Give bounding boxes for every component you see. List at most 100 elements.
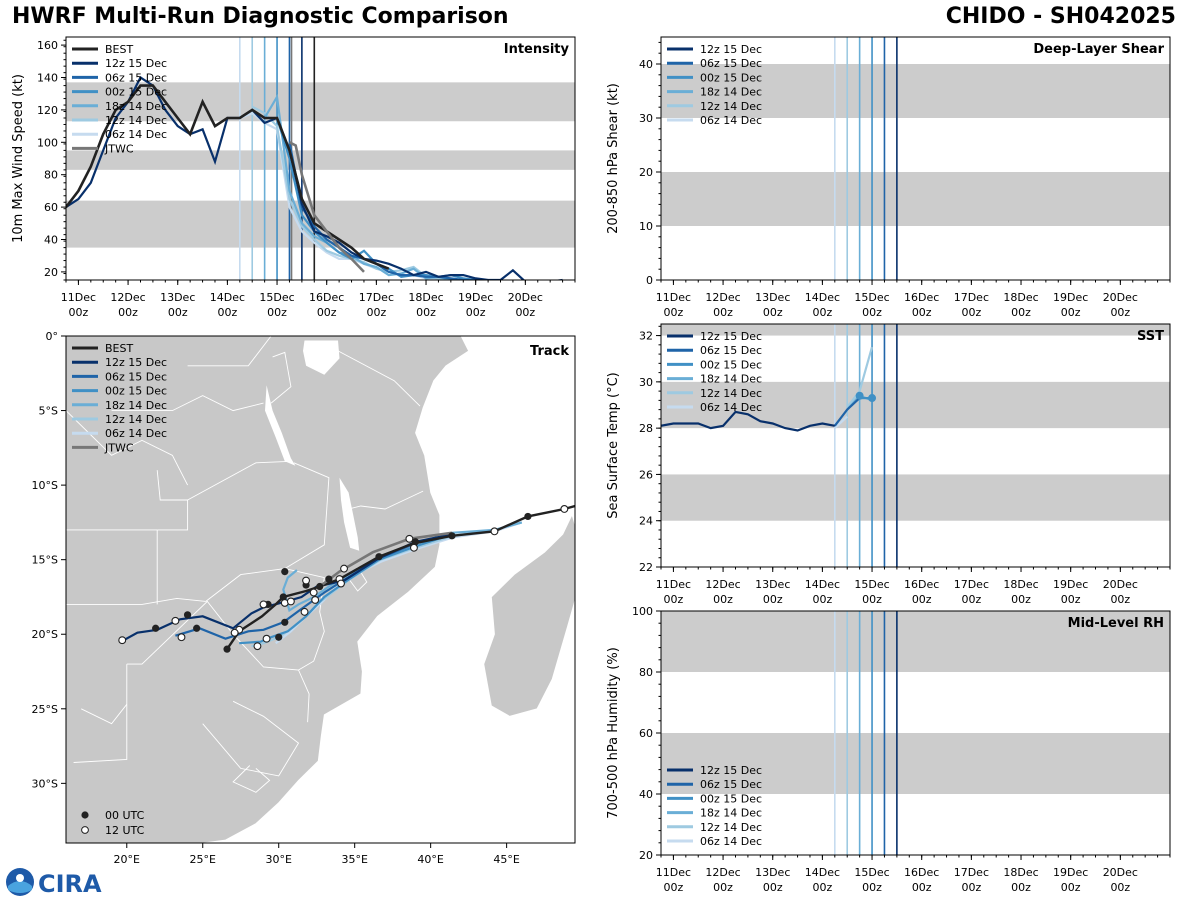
intensity-xtick-day: 11Dec bbox=[61, 291, 96, 304]
track-point-12utc bbox=[230, 628, 239, 637]
intensity-band-2 bbox=[66, 82, 575, 122]
rh-xtick-day: 15Dec bbox=[854, 866, 889, 879]
country-border-6 bbox=[348, 490, 424, 510]
country-border-2 bbox=[126, 600, 310, 723]
intensity-xtick-day: 15Dec bbox=[259, 291, 294, 304]
track-point-12utc bbox=[490, 527, 499, 536]
intensity-xtick-hour: 00z bbox=[118, 306, 138, 319]
shear-legend-label: 12z 14 Dec bbox=[700, 100, 762, 113]
sst-marker-1 bbox=[855, 391, 864, 400]
track-point-12utc bbox=[286, 597, 295, 606]
rh-xtick-day: 11Dec bbox=[656, 866, 691, 879]
shear-ytick-label: 40 bbox=[639, 58, 653, 71]
intensity-xtick-day: 18Dec bbox=[408, 291, 443, 304]
track-point-12utc bbox=[118, 636, 127, 645]
track-ytick-label: 25°S bbox=[32, 703, 58, 716]
rh-plot-area bbox=[661, 611, 1170, 855]
intensity-xtick-day: 17Dec bbox=[359, 291, 394, 304]
intensity-ytick-label: 40 bbox=[44, 234, 58, 247]
sst-xtick-hour: 00z bbox=[713, 593, 733, 606]
rh-xtick-day: 16Dec bbox=[904, 866, 939, 879]
rh-xtick-day: 17Dec bbox=[954, 866, 989, 879]
shear-xtick-day: 20Dec bbox=[1103, 291, 1138, 304]
rh-legend-label: 12z 14 Dec bbox=[700, 821, 762, 834]
sst-legend-label: 12z 14 Dec bbox=[700, 387, 762, 400]
track-xtick-label: 20°E bbox=[114, 853, 140, 866]
intensity-xtick-day: 16Dec bbox=[309, 291, 344, 304]
shear-xtick-day: 11Dec bbox=[656, 291, 691, 304]
sst-series-1 bbox=[833, 397, 861, 427]
shear-xtick-day: 15Dec bbox=[854, 291, 889, 304]
sst-panel: 22 24 26 28 30 32 11Dec 00z 12Dec 00z 13Dec 00z 14De… bbox=[606, 323, 1171, 606]
track-point-12utc bbox=[253, 642, 262, 651]
rh-xtick-hour: 00z bbox=[1061, 881, 1081, 894]
sst-xtick-day: 20Dec bbox=[1103, 578, 1138, 591]
track-point-00utc bbox=[275, 633, 283, 641]
track-ytick-label: 30°S bbox=[32, 777, 58, 790]
intensity-xtick-day: 12Dec bbox=[110, 291, 145, 304]
rh-xtick-day: 19Dec bbox=[1053, 866, 1088, 879]
rh-legend-label: 06z 15 Dec bbox=[700, 778, 762, 791]
track-legend-label: 06z 15 Dec bbox=[105, 370, 167, 383]
rh-xtick-day: 13Dec bbox=[755, 866, 790, 879]
track-legend-label: BEST bbox=[105, 342, 133, 355]
rh-xtick-hour: 00z bbox=[961, 881, 981, 894]
country-border-17 bbox=[187, 336, 272, 367]
intensity-xtick-hour: 00z bbox=[168, 306, 188, 319]
track-ytick-label: 10°S bbox=[32, 479, 58, 492]
sst-xtick-day: 18Dec bbox=[1003, 578, 1038, 591]
track-jtwc bbox=[318, 531, 453, 588]
sst-xtick-hour: 00z bbox=[664, 593, 684, 606]
track-point-12utc bbox=[311, 595, 320, 604]
shear-xtick-day: 19Dec bbox=[1053, 291, 1088, 304]
rh-legend-label: 18z 14 Dec bbox=[700, 807, 762, 820]
shear-xtick-hour: 00z bbox=[1011, 306, 1031, 319]
rh-xtick-day: 20Dec bbox=[1103, 866, 1138, 879]
intensity-ytick-label: 60 bbox=[44, 201, 58, 214]
track-xtick-label: 35°E bbox=[341, 853, 367, 866]
shear-xtick-hour: 00z bbox=[1061, 306, 1081, 319]
intensity-legend-label: 06z 14 Dec bbox=[105, 128, 167, 141]
track-point-12utc bbox=[409, 543, 418, 552]
madagascar-landmass bbox=[483, 513, 575, 717]
intensity-legend-label: 18z 14 Dec bbox=[105, 100, 167, 113]
intensity-xtick-day: 19Dec bbox=[458, 291, 493, 304]
track-point-00utc bbox=[281, 618, 289, 626]
lake-victoria bbox=[303, 340, 340, 375]
sst-xtick-hour: 00z bbox=[1110, 593, 1130, 606]
track-point-00utc bbox=[281, 568, 289, 576]
intensity-series-0 bbox=[66, 75, 563, 280]
country-border-11 bbox=[270, 351, 292, 404]
sst-xtick-day: 15Dec bbox=[854, 578, 889, 591]
rh-xtick-hour: 00z bbox=[912, 881, 932, 894]
shear-xtick-day: 14Dec bbox=[805, 291, 840, 304]
track-xtick-label: 25°E bbox=[190, 853, 216, 866]
intensity-xtick-day: 14Dec bbox=[210, 291, 245, 304]
lake-malawi bbox=[339, 477, 360, 551]
rh-ytick-label: 40 bbox=[639, 788, 653, 801]
rh-legend-label: 00z 15 Dec bbox=[700, 792, 762, 805]
shear-legend-label: 06z 14 Dec bbox=[700, 114, 762, 127]
track-point-12utc bbox=[302, 576, 311, 585]
shear-ylabel: 200-850 hPa Shear (kt) bbox=[606, 83, 621, 234]
intensity-xtick-hour: 00z bbox=[515, 306, 535, 319]
intensity-frame bbox=[65, 36, 576, 281]
track-point-12utc bbox=[309, 588, 318, 597]
rh-ytick-label: 60 bbox=[639, 727, 653, 740]
track-point-00utc bbox=[152, 624, 160, 632]
rh-band-0 bbox=[661, 733, 1170, 794]
rh-ytick-label: 20 bbox=[639, 849, 653, 862]
intensity-jtwc-line bbox=[288, 141, 365, 273]
track-legend-label: JTWC bbox=[104, 441, 134, 454]
shear-ytick-label: 20 bbox=[639, 166, 653, 179]
sst-xtick-day: 14Dec bbox=[805, 578, 840, 591]
country-border-4 bbox=[284, 568, 325, 671]
country-border-15 bbox=[111, 395, 264, 412]
track-point-00utc bbox=[193, 624, 201, 632]
sst-xtick-day: 13Dec bbox=[755, 578, 790, 591]
intensity-legend-label: JTWC bbox=[104, 142, 134, 155]
track-point-00utc bbox=[316, 582, 324, 591]
intensity-ytick-label: 80 bbox=[44, 169, 58, 182]
track-point-00utc bbox=[448, 532, 456, 540]
shear-xtick-hour: 00z bbox=[812, 306, 832, 319]
